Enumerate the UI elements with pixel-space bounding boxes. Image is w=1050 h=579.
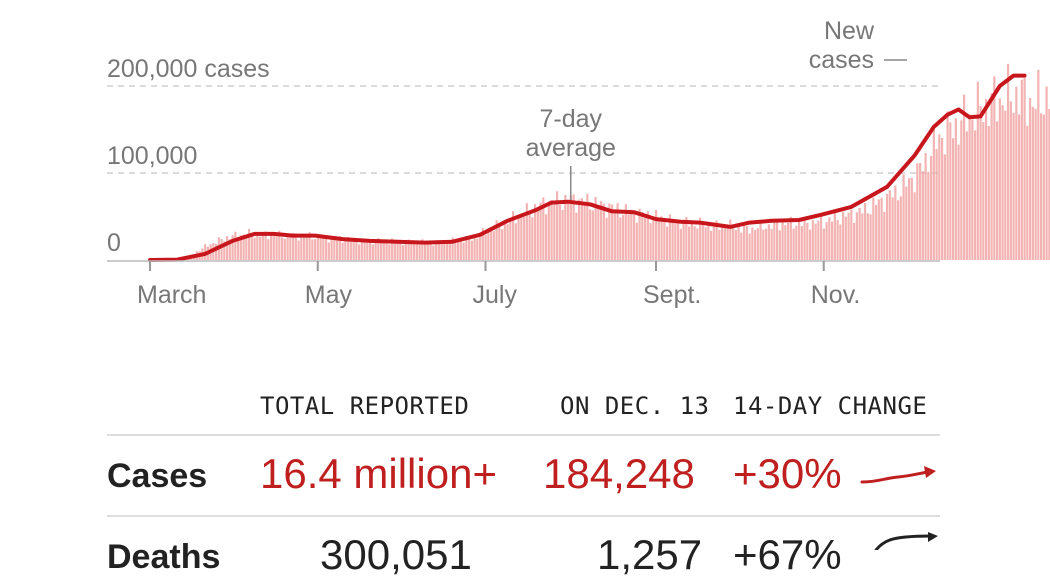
header-total-reported: TOTAL REPORTED — [260, 392, 469, 420]
cases-change: +30% — [733, 450, 842, 498]
cases-trend-arrow-icon — [858, 456, 940, 490]
deaths-trend-arrow-icon — [872, 532, 942, 550]
deaths-change: +67% — [733, 531, 842, 579]
row-label-deaths: Deaths — [107, 538, 220, 577]
cases-total: 16.4 million+ — [260, 450, 497, 498]
row-label-cases: Cases — [107, 457, 207, 496]
stats-table: TOTAL REPORTED ON DEC. 13 14-DAY CHANGE … — [0, 0, 1050, 550]
cases-on-date: 184,248 — [543, 450, 695, 498]
divider — [107, 515, 940, 517]
deaths-on-date: 1,257 — [597, 531, 702, 579]
divider — [107, 434, 940, 436]
deaths-total: 300,051 — [320, 531, 472, 579]
header-on-date: ON DEC. 13 — [560, 392, 710, 420]
header-14-day-change: 14-DAY CHANGE — [733, 392, 927, 420]
